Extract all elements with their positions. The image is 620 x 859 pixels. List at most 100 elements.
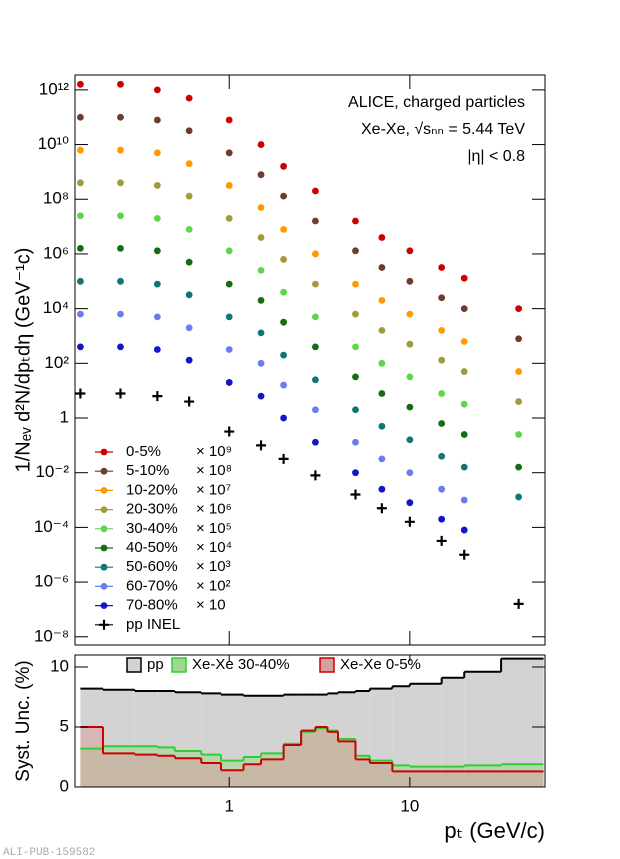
legend-scale: × 10⁴	[196, 539, 232, 556]
legend-scale: × 10⁶	[196, 501, 232, 518]
data-point	[153, 247, 161, 255]
data-point	[352, 343, 359, 351]
y-tick-label: 0	[60, 776, 69, 795]
y-tick-label: 10¹²	[39, 79, 70, 98]
data-point	[312, 187, 319, 195]
uncertainty-bin	[134, 754, 158, 787]
legend-scale: × 10³	[196, 558, 231, 575]
uncertainty-bin	[392, 771, 410, 787]
uncertainty-bin	[464, 771, 502, 787]
legend-label: Xe-Xe 30-40%	[192, 656, 290, 673]
plot-frame	[74, 74, 546, 646]
data-point	[117, 146, 124, 154]
data-point	[438, 515, 446, 523]
legend-marker	[100, 506, 108, 513]
legend-scale: × 10⁹	[196, 443, 232, 460]
y-axis-title: 1/Nₑᵥ d²N/dpₜdη (GeV⁻¹c)	[12, 248, 34, 473]
data-point	[256, 440, 267, 451]
y-tick-label: 5	[60, 716, 69, 735]
data-point	[117, 212, 124, 220]
data-point	[185, 291, 193, 299]
data-point	[280, 162, 288, 170]
annotation: |η| < 0.8	[467, 148, 525, 165]
data-point	[515, 368, 523, 375]
data-point	[460, 431, 468, 438]
data-point	[185, 258, 193, 266]
data-point	[185, 324, 193, 332]
legend-swatch	[319, 657, 335, 673]
data-point	[77, 343, 84, 351]
legend-marker	[99, 619, 109, 630]
data-point	[312, 280, 319, 288]
data-point	[77, 310, 84, 318]
data-point	[280, 381, 288, 389]
data-point	[312, 376, 319, 384]
data-point	[352, 247, 359, 255]
footer: ALI-PUB-159582	[3, 847, 95, 859]
legend-marker	[100, 525, 108, 533]
legend-marker	[100, 448, 108, 456]
legend-marker	[100, 583, 108, 590]
data-point	[460, 496, 468, 504]
data-point	[406, 403, 414, 411]
data-point	[77, 146, 84, 154]
legend-marker	[100, 544, 108, 552]
data-point	[224, 426, 235, 437]
data-point	[280, 318, 288, 326]
data-point	[515, 463, 523, 471]
data-point	[257, 359, 265, 367]
data-point	[77, 277, 84, 285]
legend-label: pp INEL	[126, 616, 180, 633]
legend-label: 0-5%	[126, 443, 161, 460]
data-point	[77, 244, 84, 252]
uncertainty-bin	[80, 727, 103, 787]
data-point	[460, 368, 468, 375]
data-point	[438, 452, 446, 460]
data-point	[225, 149, 233, 157]
x-tick-label: 1	[224, 796, 233, 815]
data-point	[75, 388, 86, 399]
data-point	[438, 294, 446, 302]
data-point	[312, 313, 319, 321]
data-point	[153, 149, 161, 157]
data-point	[117, 179, 124, 187]
y-tick-label: 10⁶	[43, 243, 69, 262]
data-point	[515, 398, 523, 405]
data-point	[257, 234, 265, 241]
data-point	[378, 326, 386, 334]
data-point	[257, 267, 265, 274]
x-axis-title: pₜ (GeV/c)	[444, 818, 545, 843]
legend-swatch	[126, 657, 142, 673]
data-point	[378, 234, 386, 241]
data-point	[153, 313, 161, 321]
data-point	[515, 335, 523, 343]
data-point	[436, 535, 447, 546]
data-point	[280, 192, 288, 200]
data-point	[378, 485, 386, 493]
data-point	[257, 329, 265, 337]
annotation: ALICE, charged particles	[348, 94, 525, 111]
uncertainty-bin	[355, 759, 370, 787]
legend-label: Xe-Xe 0-5%	[340, 656, 421, 673]
data-point	[257, 141, 265, 148]
data-point	[460, 463, 468, 471]
uncertainty-bin	[441, 677, 465, 787]
data-point	[438, 420, 446, 427]
data-point	[406, 469, 414, 477]
data-point	[438, 390, 446, 397]
uncertainty-bin	[327, 731, 338, 787]
data-point	[352, 373, 359, 381]
data-point	[117, 244, 124, 252]
data-point	[312, 217, 319, 225]
data-point	[515, 305, 523, 313]
uncertainty-bin	[102, 753, 135, 787]
data-point	[280, 256, 288, 263]
data-point	[225, 214, 233, 222]
data-point	[185, 356, 193, 364]
data-point	[257, 204, 265, 211]
legend-scale: × 10²	[196, 577, 231, 594]
legend-marker	[100, 467, 108, 475]
data-point	[184, 396, 195, 407]
uncertainty-bin	[301, 730, 316, 787]
